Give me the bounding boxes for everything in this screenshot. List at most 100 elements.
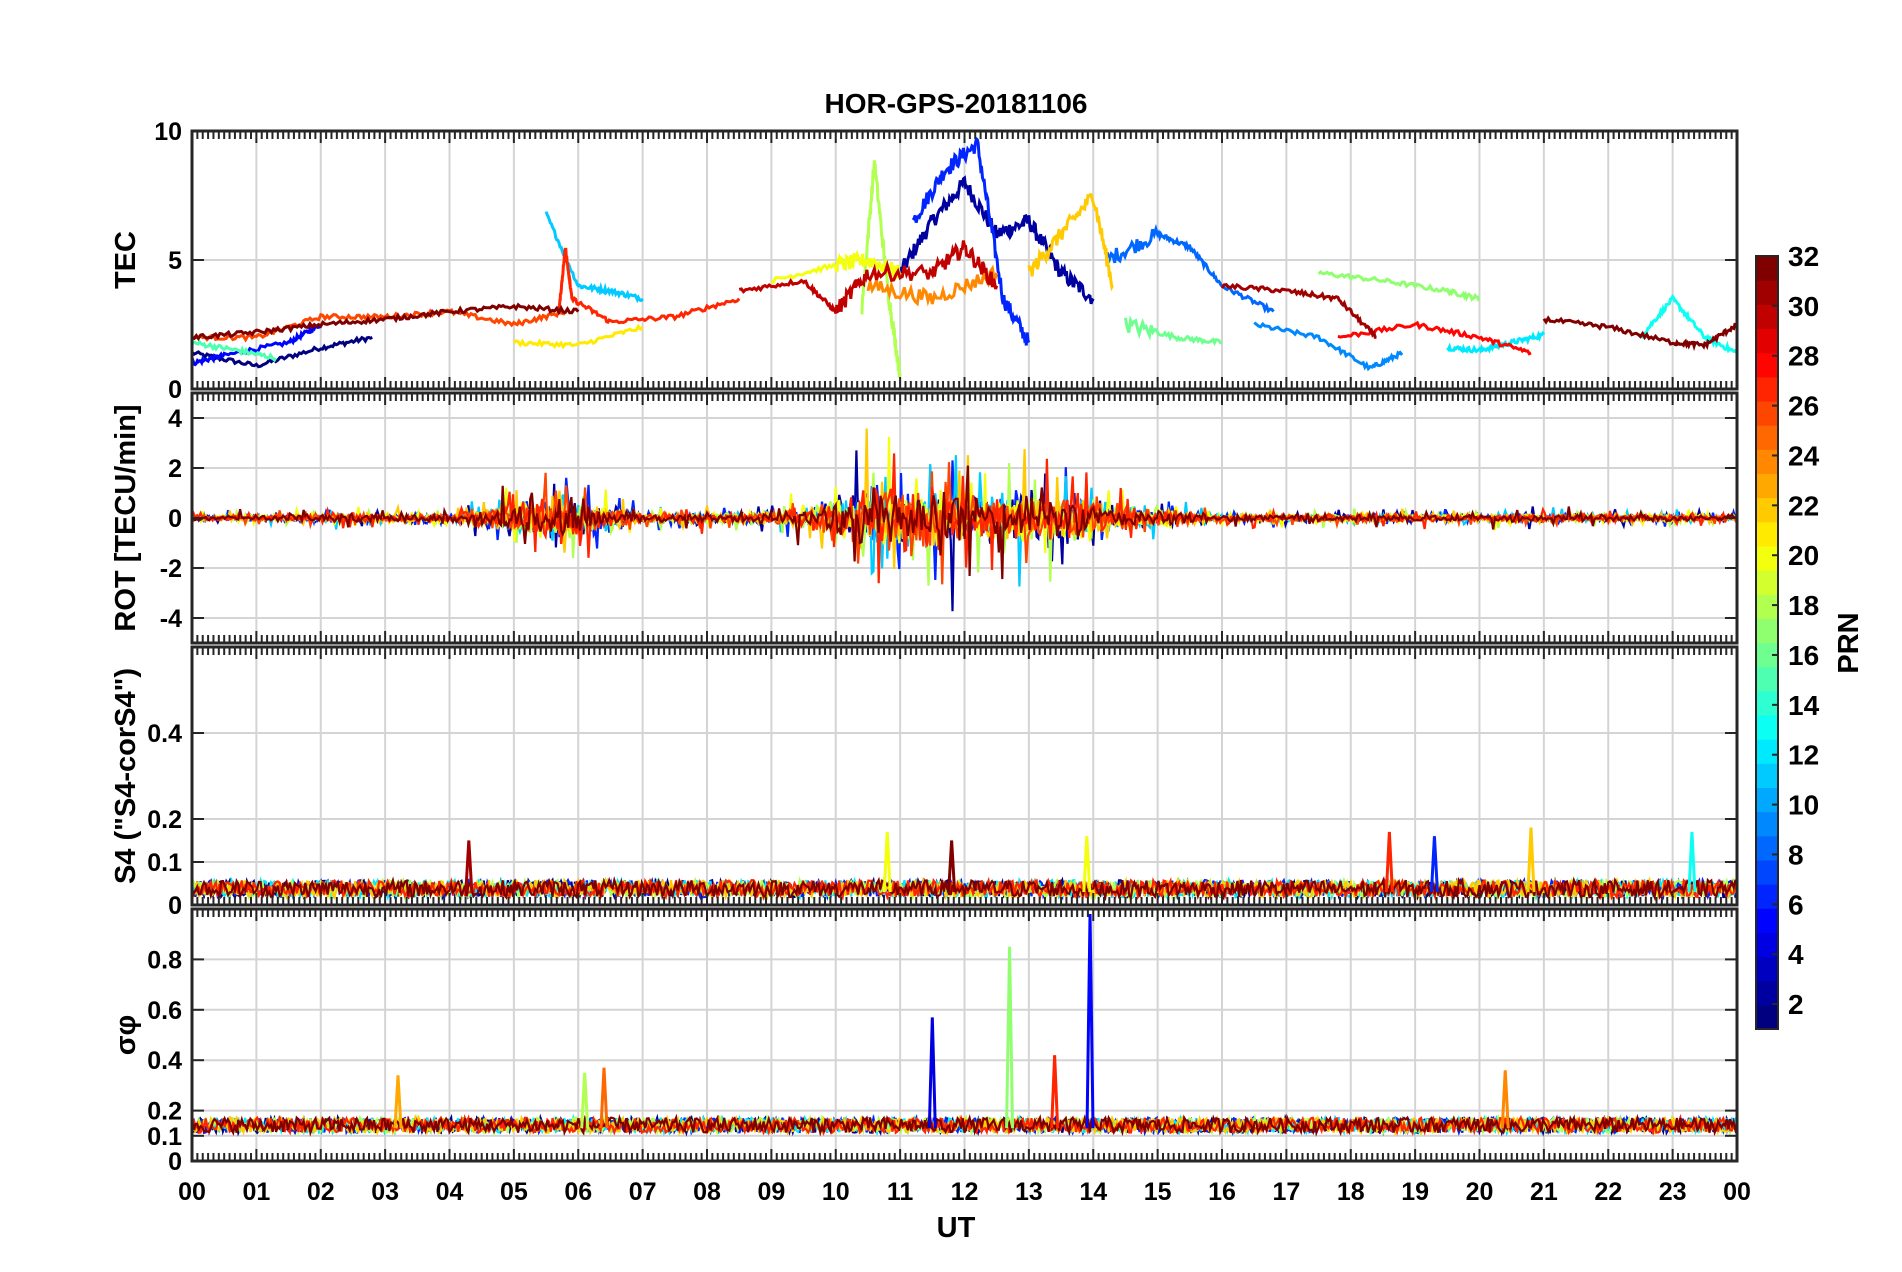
x-tick-label: 01 [242,1178,270,1206]
sigma_phi-spike [1085,914,1095,1129]
y-tick-label: 0 [168,892,182,920]
x-tick-label: 10 [822,1178,850,1206]
y-tick-label: -4 [160,605,182,633]
x-tick-label: 12 [951,1178,979,1206]
tec-series-prn-15 [192,339,277,363]
colorbar-swatch [1756,642,1778,668]
y-tick-label: 2 [168,455,182,483]
x-tick-label: 06 [564,1178,592,1206]
tec-series-prn-13 [1640,293,1737,354]
y-tick-label: 10 [154,118,182,146]
colorbar-tick-label: 22 [1788,490,1819,521]
panel-rot: -4 -2 0 2 4 ROT [TECU/min] [110,391,1739,645]
tec-series-prn-21 [512,323,644,350]
colorbar-tick-label: 12 [1788,740,1819,771]
colorbar-swatch [1756,376,1778,402]
y-tick-label: 0.2 [147,1098,182,1126]
tec-series-prn-20 [771,249,902,284]
panel-tec: 0 5 10 TEC [110,118,1739,404]
colorbar-swatch [1756,1004,1778,1030]
colorbar-swatch [1756,449,1778,475]
colorbar-tick-label: 24 [1788,440,1820,471]
colorbar-swatch [1756,497,1778,523]
y-axis-label: σφ [110,1015,142,1056]
colorbar-swatch [1756,811,1778,837]
colorbar-swatch [1756,666,1778,692]
y-tick-label: 0 [168,505,182,533]
colorbar-swatch [1756,328,1778,354]
x-axis-tick-labels: 00 01 02 03 04 05 06 07 08 09 10 11 12 13 14 15 16 17 18 19… [178,1178,1751,1206]
s4-spike [1384,831,1394,893]
colorbar-swatch [1756,859,1778,885]
y-tick-label: 5 [168,247,182,275]
colorbar-tick-label: 14 [1788,690,1820,721]
y-tick-label: -2 [160,555,182,583]
y-tick-label: 0.8 [147,946,182,974]
colorbar-tick-label: 20 [1788,540,1819,571]
tec-series-prn-18 [860,160,902,378]
s4-spike [1687,831,1697,893]
series-group [192,914,1737,1137]
sigma_phi-spike [393,1075,403,1129]
colorbar-tick-label: 26 [1788,391,1819,422]
series-group [192,135,1737,378]
x-tick-label: 20 [1466,1178,1494,1206]
tec-series-prn-31 [1220,282,1377,339]
colorbar-swatch [1756,908,1778,933]
colorbar-swatch [1756,835,1778,861]
s4-spike [947,840,957,893]
colorbar-swatch [1756,570,1778,595]
colorbar-swatch [1756,425,1778,450]
colorbar-label: PRN [1833,612,1865,673]
tec-series-prn-12 [1446,330,1546,354]
sigma_phi-spike [599,1067,609,1129]
y-axis-label: S4 ("S4-corS4") [110,668,142,884]
colorbar-swatch [1756,956,1778,982]
tec-series-prn-32 [192,302,580,342]
s4-spike [1082,836,1092,893]
figure-title: HOR-GPS-20181106 [824,88,1087,119]
colorbar-swatch [1756,594,1778,619]
colorbar-tick-label: 16 [1788,640,1819,671]
colorbar-tick-label: 10 [1788,790,1819,821]
s4-spike [1429,836,1439,893]
colorbar-swatch [1756,690,1778,716]
y-axis-label: ROT [TECU/min] [110,404,142,631]
x-axis-label: UT [937,1212,976,1244]
y-tick-label: 0.6 [147,997,182,1025]
colorbar-swatch [1756,932,1778,958]
y-axis-label: TEC [110,231,142,289]
x-tick-label: 15 [1144,1178,1172,1206]
tec-series-prn-22 [1027,193,1114,292]
colorbar-swatch [1756,763,1778,789]
x-tick-label: 22 [1594,1178,1622,1206]
colorbar-tick-label: 32 [1788,241,1819,272]
colorbar-swatch [1756,884,1778,909]
sigma_phi-spike [1500,1070,1510,1129]
tec-series-prn-30 [738,240,999,314]
rot-series-prn-32 [192,465,1737,580]
x-tick-label: 17 [1272,1178,1300,1206]
y-tick-label: 0.1 [147,1123,182,1151]
tec-series-prn-6 [911,135,1031,346]
sigma_phi-spike [1005,946,1015,1129]
x-tick-label: 14 [1079,1178,1107,1206]
x-tick-label: 21 [1530,1178,1558,1206]
y-tick-label: 0.2 [147,806,182,834]
y-tick-label: 4 [168,405,182,433]
colorbar-swatch [1756,280,1778,305]
colorbar-tick-label: 18 [1788,590,1819,621]
colorbar-swatch [1756,714,1778,740]
x-tick-label: 02 [307,1178,335,1206]
y-tick-label: 0 [168,376,182,404]
y-tick-label: 0.4 [147,720,182,748]
s4-spike [464,840,474,893]
x-tick-label: 08 [693,1178,721,1206]
sigma_phi-spike [927,1017,937,1129]
x-tick-label: 16 [1208,1178,1236,1206]
colorbar-tick-label: 28 [1788,341,1819,372]
tec-series-prn-9 [1253,321,1404,372]
x-tick-label: 11 [887,1178,914,1206]
tec-series-prn-17 [1317,270,1481,303]
